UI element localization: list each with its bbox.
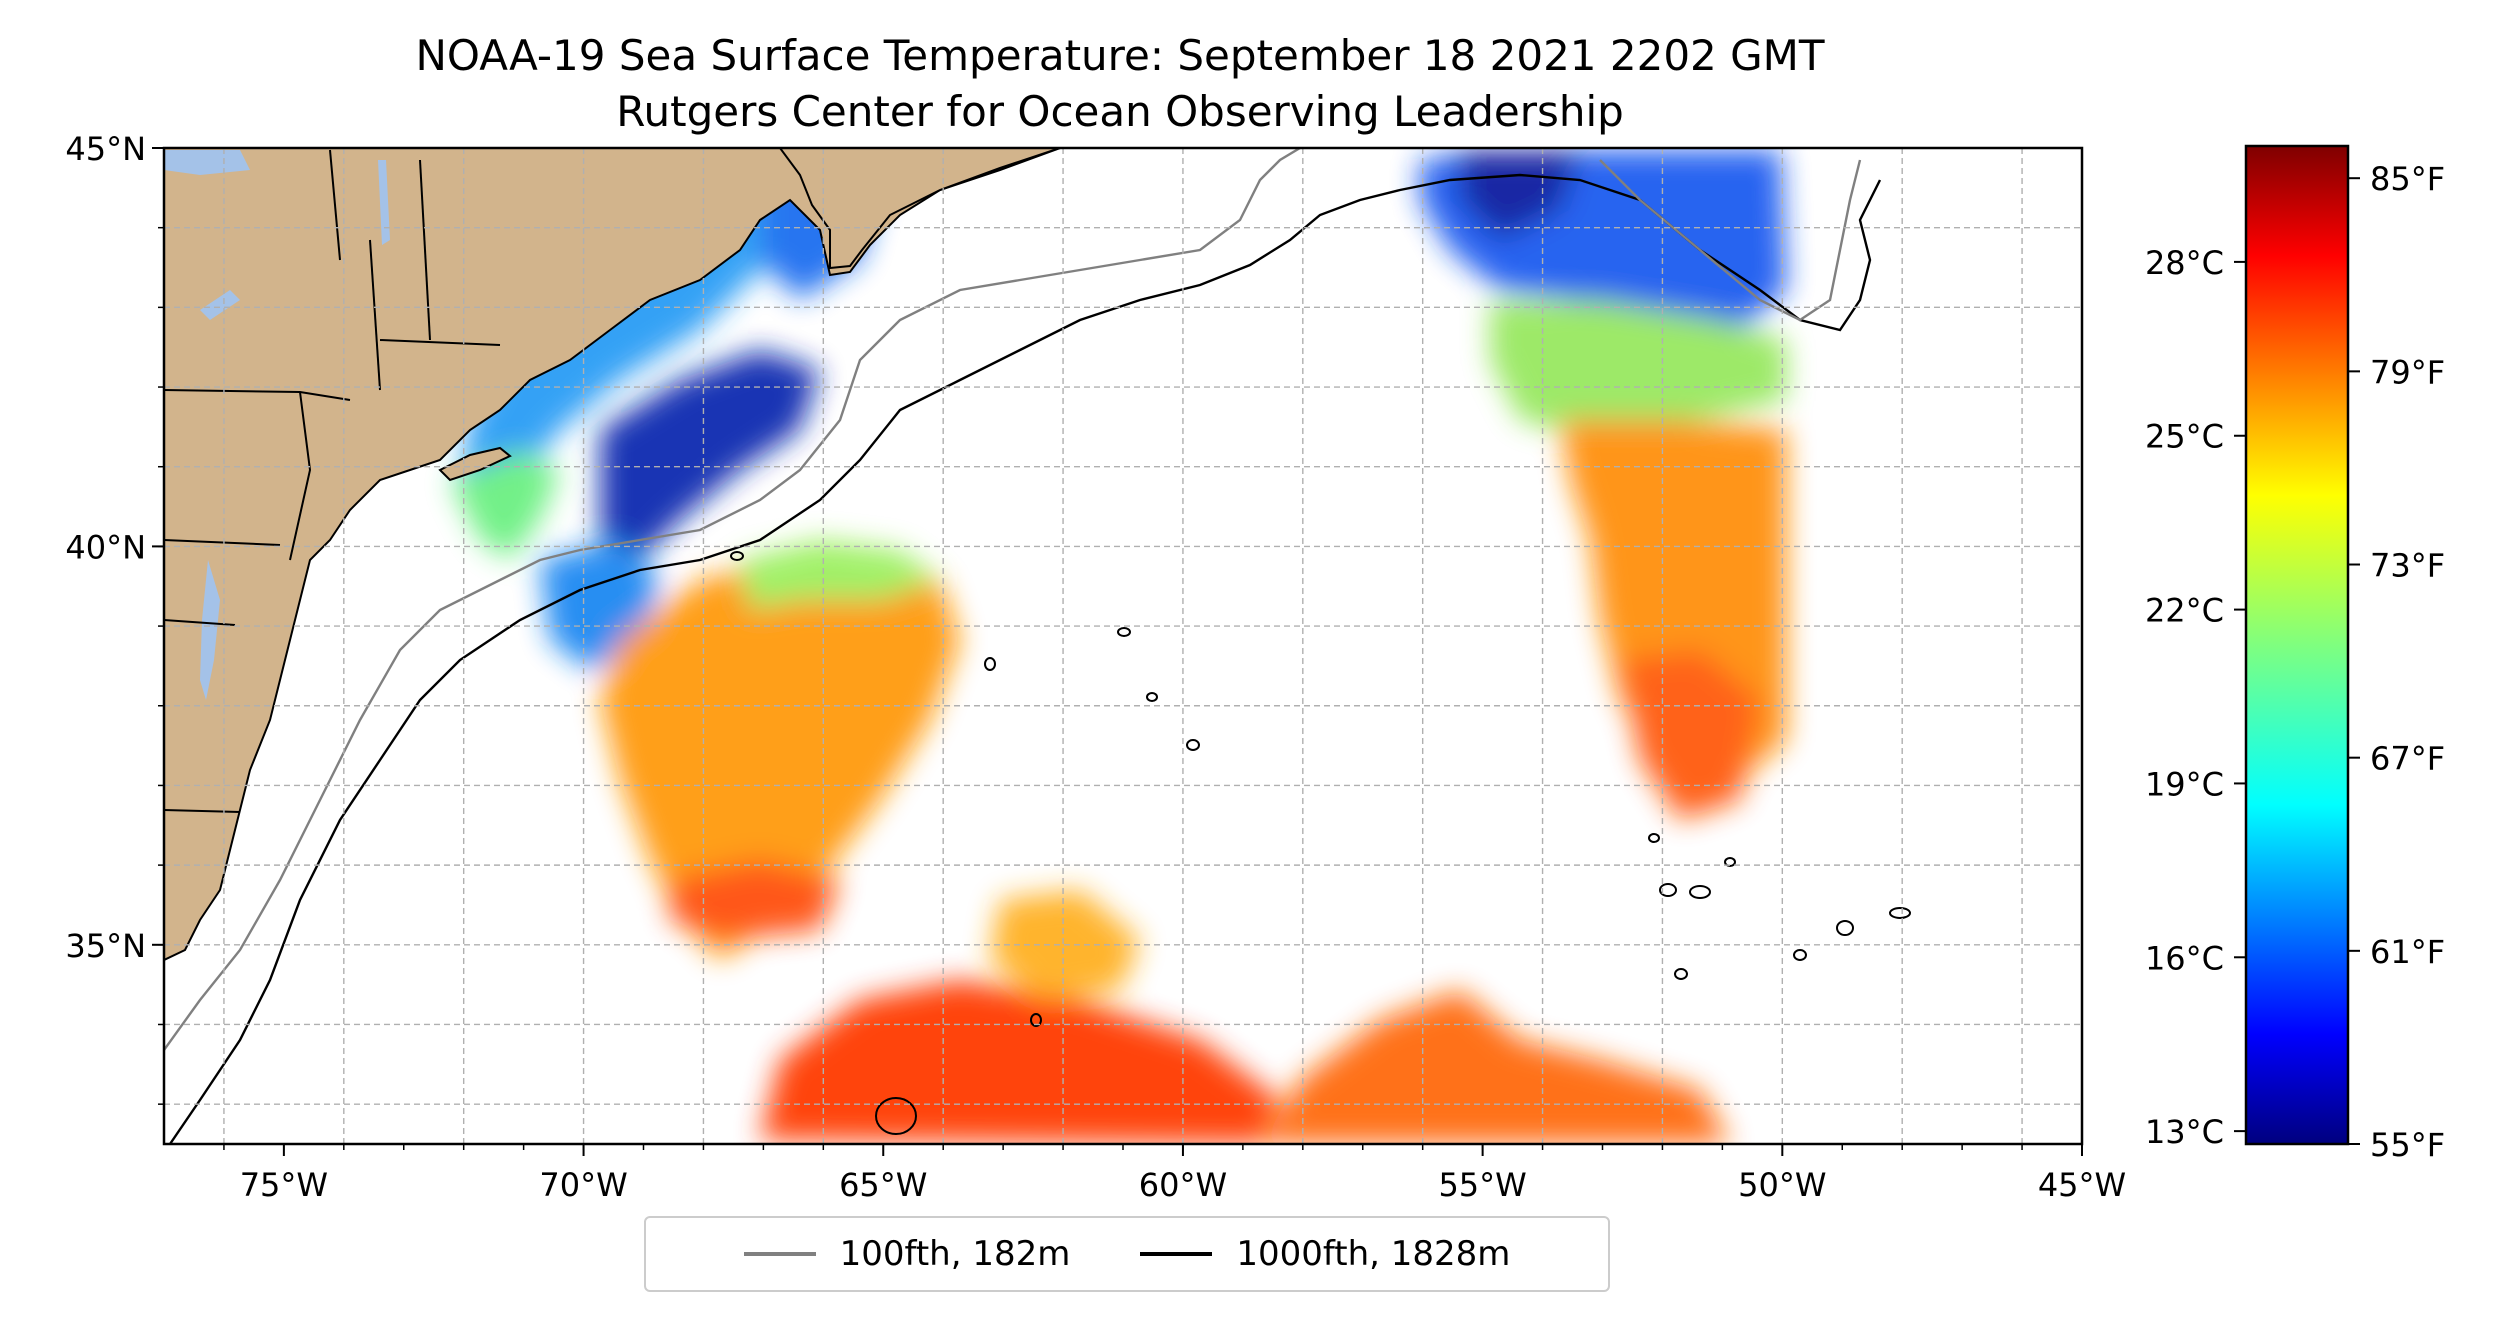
map-layers (164, 148, 1911, 1144)
contour-100fth (164, 148, 1301, 1051)
legend-entry-100fth: 100fth, 182m (743, 1234, 1071, 1274)
legend-label-100fth: 100fth, 182m (839, 1234, 1071, 1274)
chart-title: NOAA-19 Sea Surface Temperature: Septemb… (160, 28, 2080, 140)
colorbar (2244, 144, 2350, 1146)
y-tick-label: 35°N (65, 927, 146, 965)
sst-patch-shelf-edge (450, 450, 560, 560)
colorbar-f-label: 79°F (2370, 353, 2445, 391)
legend-label-1000fth: 1000fth, 1828m (1236, 1234, 1511, 1274)
seamounts (730, 551, 1911, 1135)
land-north-america (164, 148, 1061, 962)
y-tick-label: 45°N (65, 130, 146, 168)
colorbar-c-label: 19°C (2145, 765, 2224, 803)
colorbar-f-label: 85°F (2370, 160, 2445, 198)
sst-patch-gulf-stream-core (670, 860, 840, 940)
x-tick-label: 75°W (240, 1166, 328, 1204)
title-line-2: Rutgers Center for Ocean Observing Leade… (616, 87, 1624, 136)
colorbar-f-label: 55°F (2370, 1126, 2445, 1164)
land-long-island (438, 446, 512, 482)
x-tick-label: 55°W (1438, 1166, 1526, 1204)
sst-patch-sargasso-east (1260, 990, 1730, 1144)
sst-patch-east-mid (1490, 300, 1786, 440)
sst-data-layer (450, 148, 1786, 1144)
x-tick-label: 60°W (1139, 1166, 1227, 1204)
lake-small (200, 290, 240, 320)
x-axis: 75°W 70°W 65°W 60°W 55°W 50°W 45°W (223, 1144, 2126, 1204)
colorbar-c-label: 16°C (2145, 939, 2224, 977)
land-nova-scotia (778, 148, 1061, 270)
x-tick-label: 45°W (2038, 1166, 2126, 1204)
colorbar-f-label: 61°F (2370, 933, 2445, 971)
sst-patch-gulf-stream-west (600, 560, 960, 960)
colorbar-f-label: 67°F (2370, 740, 2445, 778)
sst-patch-sargasso-south (760, 980, 1280, 1144)
legend: 100fth, 182m 1000fth, 1828m (644, 1216, 1610, 1292)
grid-lines (164, 148, 2082, 1144)
y-tick-label: 40°N (65, 528, 146, 566)
legend-swatch-1000fth (1140, 1252, 1213, 1256)
colorbar-celsius-axis: 13°C 16°C 19°C 22°C 25°C 28°C (2145, 244, 2246, 1151)
sst-patch-gulf-stream-north-edge (740, 540, 940, 610)
x-tick-label: 70°W (539, 1166, 627, 1204)
contour-100fth-grand-banks (1599, 159, 1862, 322)
sst-patch-grand-banks-core (1460, 150, 1580, 240)
lake-champlain (378, 160, 390, 245)
colorbar-c-label: 25°C (2145, 418, 2224, 456)
title-line-1: NOAA-19 Sea Surface Temperature: Septemb… (415, 31, 1825, 80)
legend-swatch-100fth (743, 1252, 816, 1256)
colorbar-c-label: 22°C (2145, 592, 2224, 630)
colorbar-c-label: 28°C (2145, 244, 2224, 282)
chesapeake-bay (200, 560, 220, 700)
sst-patch-slope-sea (600, 350, 820, 560)
colorbar-c-label: 13°C (2145, 1113, 2224, 1151)
lake-ontario-edge (164, 150, 250, 175)
colorbar-f-label: 73°F (2370, 547, 2445, 585)
y-axis: 35°N 40°N 45°N (65, 130, 164, 1105)
state-borders (164, 149, 501, 813)
contour-1000fth (169, 173, 1882, 1144)
legend-entry-1000fth: 1000fth, 1828m (1140, 1234, 1510, 1274)
sst-patch-east-hot (1620, 650, 1760, 820)
x-tick-label: 50°W (1738, 1166, 1826, 1204)
x-tick-label: 65°W (839, 1166, 927, 1204)
colorbar-fahrenheit-axis: 55°F 61°F 67°F 73°F 79°F 85°F (2348, 160, 2445, 1164)
